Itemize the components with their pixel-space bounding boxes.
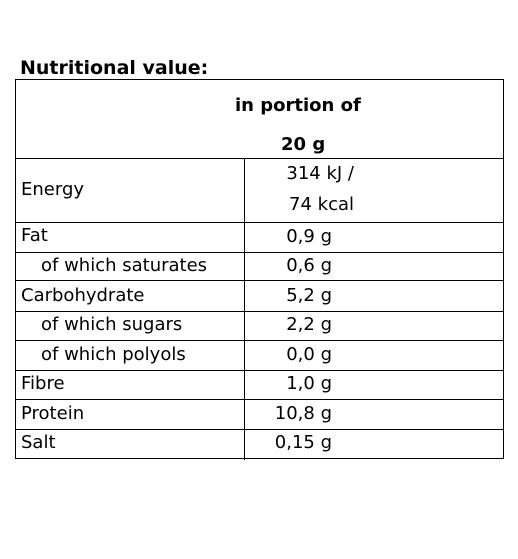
nutrition-table: in portion of 20 g Energy 314 kJ / 74 kc…: [15, 79, 504, 460]
column-divider: [244, 158, 245, 460]
row-value-fibre: 1,0 g: [286, 373, 332, 394]
row-label-saturates: of which saturates: [41, 255, 208, 276]
row-label-fat: Fat: [21, 225, 48, 246]
row-value-energy-kj: 314 kJ /: [286, 163, 354, 184]
row-divider: [16, 222, 503, 223]
header-portion-label: in portion of: [235, 95, 361, 116]
row-value-salt: 0,15 g: [274, 432, 332, 453]
row-divider: [16, 370, 503, 371]
row-divider: [16, 158, 503, 159]
row-label-sugars: of which sugars: [41, 314, 183, 335]
row-divider: [16, 280, 503, 281]
row-divider: [16, 340, 503, 341]
row-value-sugars: 2,2 g: [286, 314, 332, 335]
row-label-energy: Energy: [21, 179, 85, 200]
row-label-fibre: Fibre: [21, 373, 65, 394]
row-label-polyols: of which polyols: [41, 344, 186, 365]
row-value-carbohydrate: 5,2 g: [286, 285, 332, 306]
row-divider: [16, 429, 503, 430]
row-label-carbohydrate: Carbohydrate: [21, 285, 145, 306]
table-title: Nutritional value:: [20, 57, 209, 79]
header-portion-amount: 20 g: [281, 134, 326, 155]
row-value-saturates: 0,6 g: [286, 255, 332, 276]
row-label-protein: Protein: [21, 403, 85, 424]
row-divider: [16, 311, 503, 312]
row-label-salt: Salt: [21, 432, 56, 453]
row-divider: [16, 252, 503, 253]
row-value-polyols: 0,0 g: [286, 344, 332, 365]
row-value-fat: 0,9 g: [286, 226, 332, 247]
row-divider: [16, 399, 503, 400]
row-value-energy-kcal: 74 kcal: [289, 194, 354, 215]
row-value-protein: 10,8 g: [274, 403, 332, 424]
